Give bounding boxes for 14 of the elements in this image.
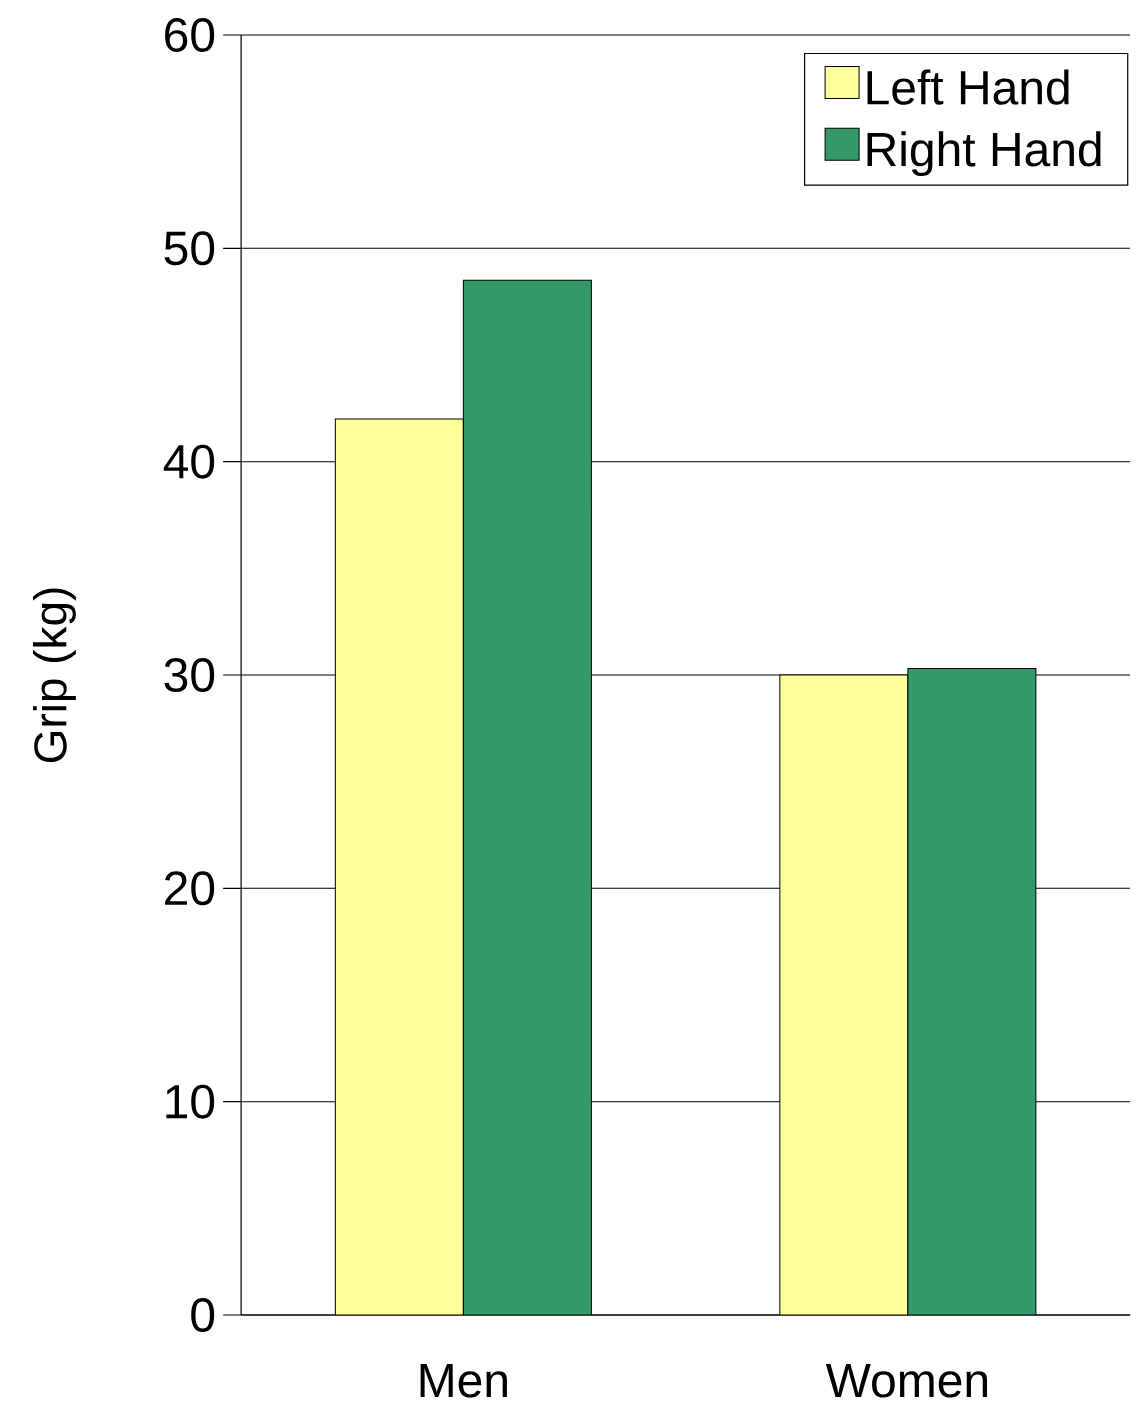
bar	[334, 418, 464, 1315]
legend-label: Left Hand	[867, 69, 1069, 105]
x-tick-label: Men	[420, 1364, 508, 1398]
y-tick-label: 60	[165, 18, 215, 52]
bar	[779, 674, 909, 1315]
y-tick-label: 50	[164, 231, 215, 266]
y-tick-label: 30	[164, 658, 215, 692]
y-tick-label: 0	[191, 1298, 215, 1332]
legend-label: Right Hand	[867, 131, 1101, 177]
x-tick-label: Women	[825, 1364, 988, 1398]
y-tick-label: 20	[165, 871, 215, 906]
y-tick-label: 40	[163, 444, 215, 479]
y-tick-label: 10	[166, 1084, 215, 1119]
y-axis-title: Grip (kg)	[33, 588, 76, 763]
